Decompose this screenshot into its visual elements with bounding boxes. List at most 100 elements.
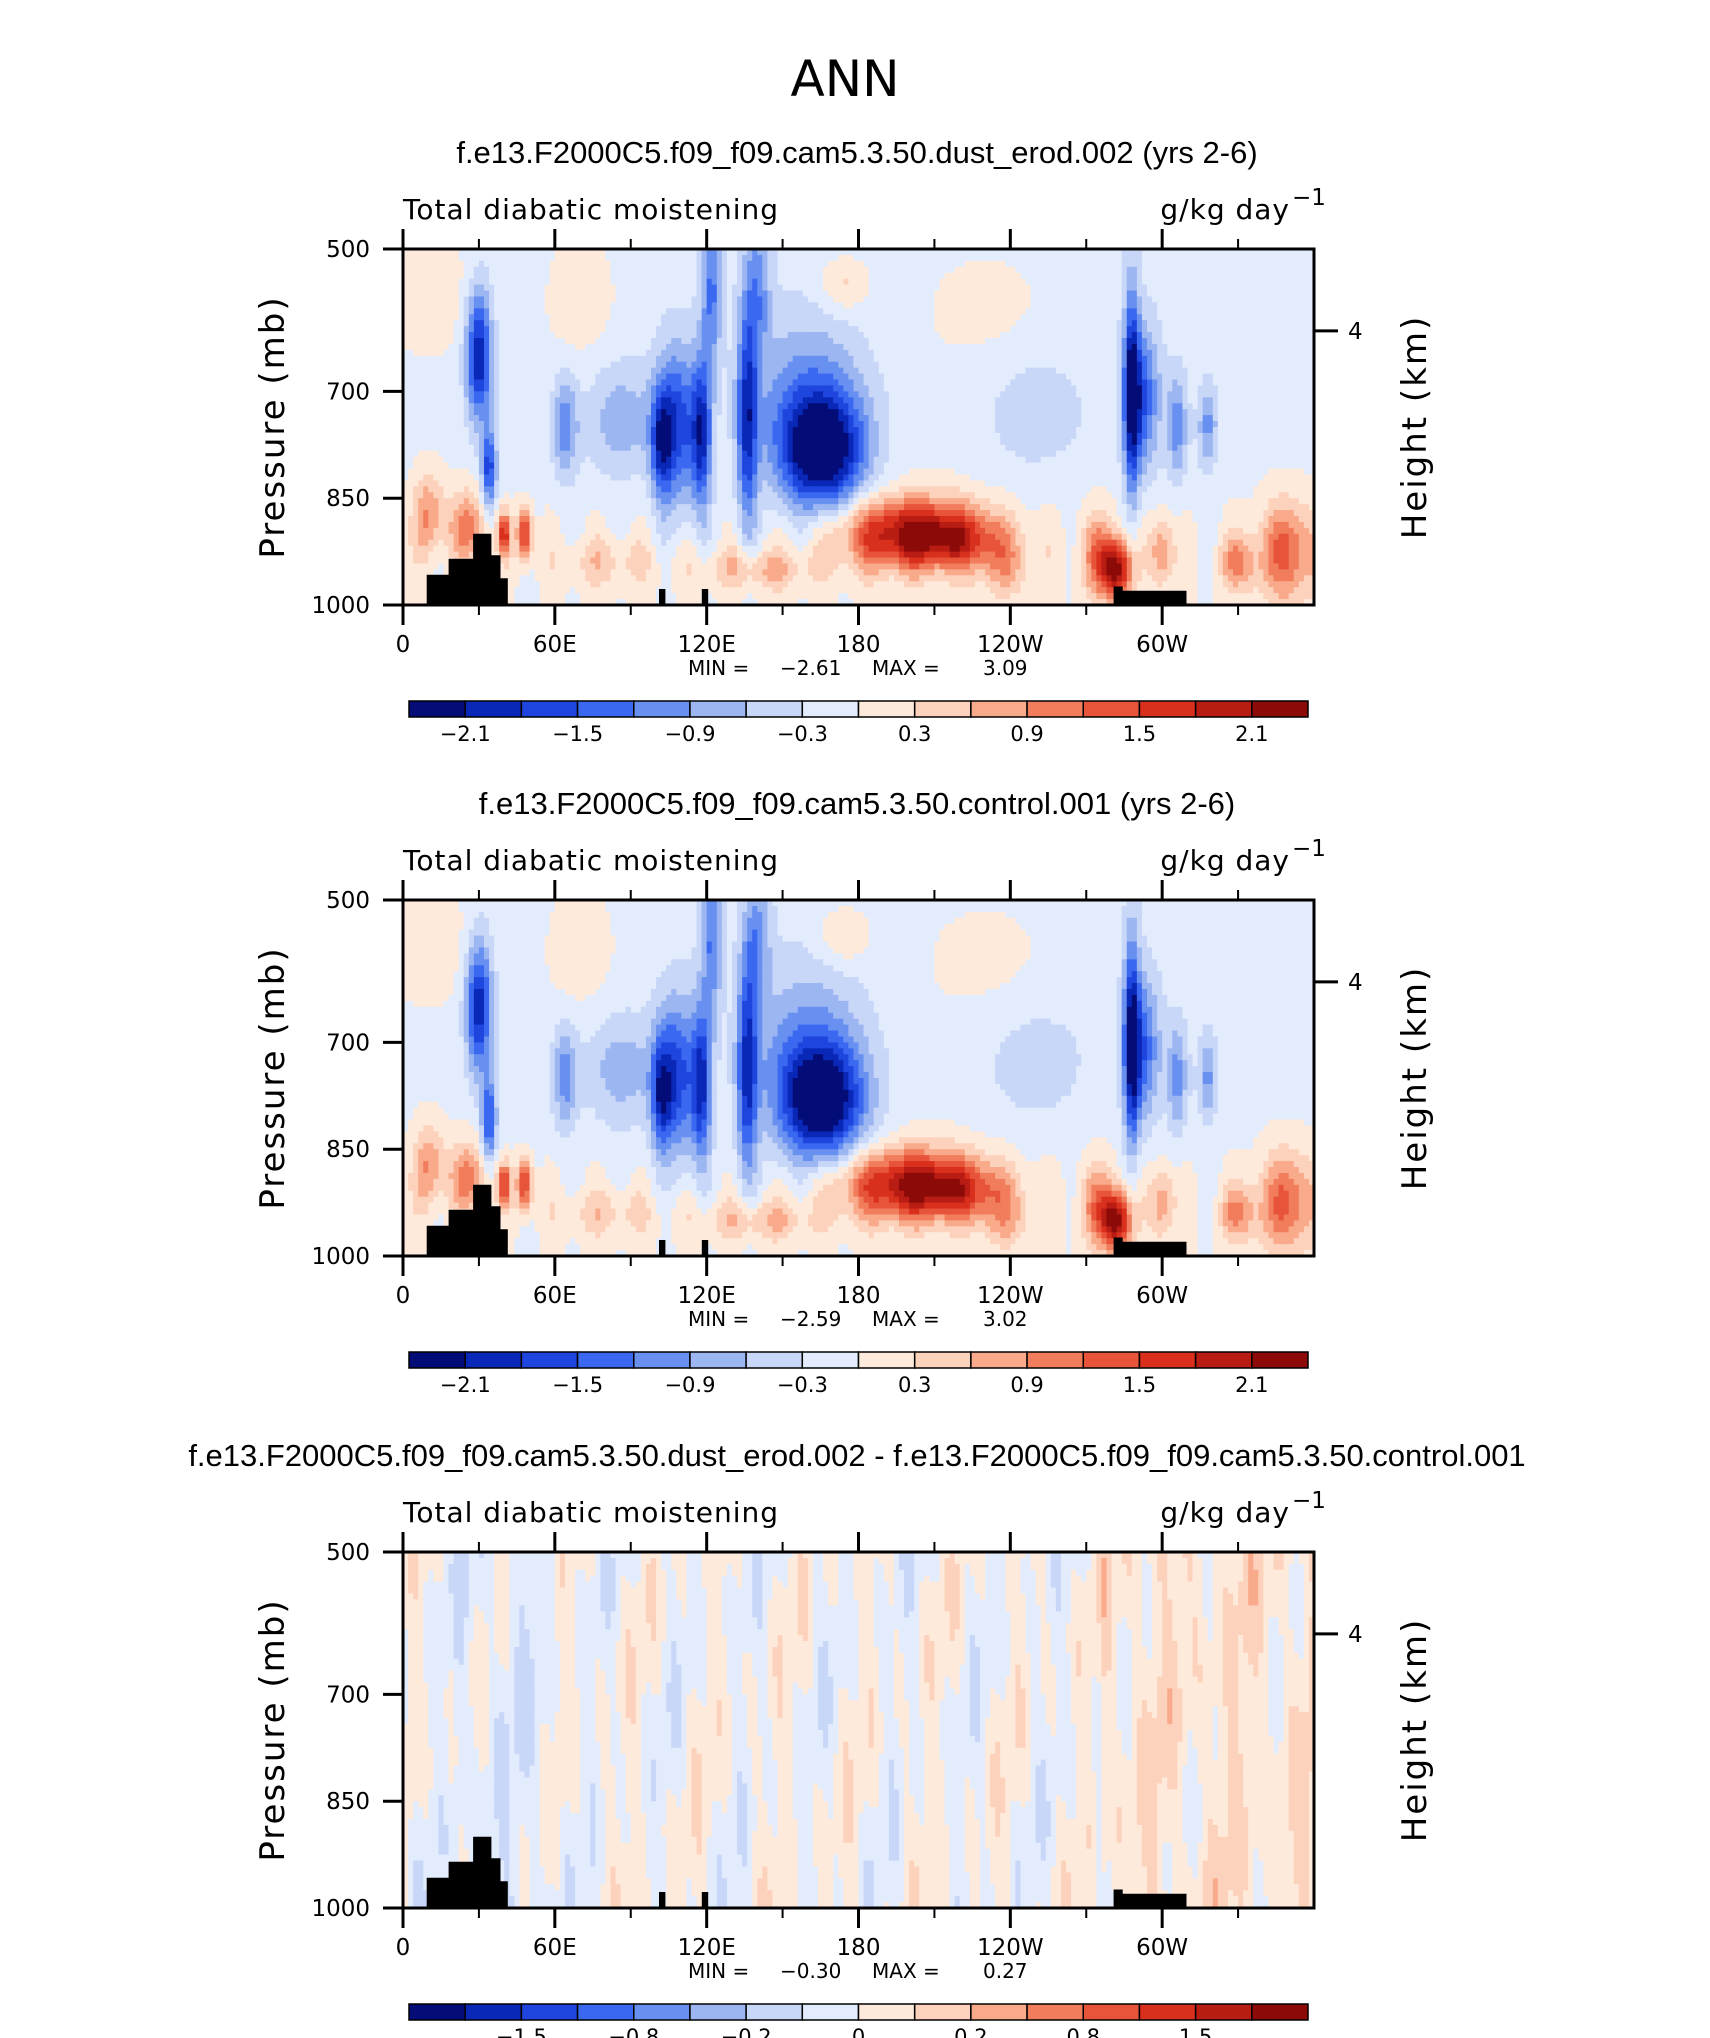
colorbar: −2.1 −1.5 −0.9 −0.3 0.3 0.9 1.5 2.1 — [409, 701, 1308, 746]
colorbar-swatch — [1139, 2004, 1195, 2020]
y-tick-label: 500 — [326, 888, 370, 914]
y-axis-label: Pressure (mb) — [253, 1598, 293, 1861]
x-tick-label: 0 — [396, 1935, 411, 1961]
x-tick-label: 120W — [977, 1283, 1044, 1309]
colorbar-swatch — [915, 1352, 971, 1368]
colorbar-label: 1.5 — [1123, 1373, 1156, 1397]
colorbar-label: 0.3 — [898, 1373, 931, 1397]
colorbar-label: −0.3 — [777, 722, 828, 746]
colorbar-swatch — [465, 2004, 521, 2020]
y2-axis-label: Height (km) — [1395, 966, 1435, 1191]
y2-tick-label: 4 — [1348, 1622, 1363, 1648]
panel-title: f.e13.F2000C5.f09_f09.cam5.3.50.dust_ero… — [456, 135, 1257, 170]
contour-field — [403, 249, 1315, 606]
panel-title: f.e13.F2000C5.f09_f09.cam5.3.50.control.… — [479, 786, 1236, 821]
colorbar-label: −0.3 — [777, 1373, 828, 1397]
colorbar-swatch — [859, 701, 915, 717]
panel-2: f.e13.F2000C5.f09_f09.cam5.3.50.control.… — [253, 786, 1435, 1397]
colorbar-swatch — [578, 2004, 634, 2020]
colorbar-swatch — [915, 701, 971, 717]
contour-field — [403, 1552, 1315, 1909]
panel-1: f.e13.F2000C5.f09_f09.cam5.3.50.dust_ero… — [253, 135, 1435, 746]
colorbar-swatch — [409, 2004, 465, 2020]
min-label: MIN = — [688, 656, 749, 680]
y-axis-label: Pressure (mb) — [253, 946, 293, 1209]
colorbar-swatch — [1027, 701, 1083, 717]
units-label: g/kg day — [1160, 193, 1290, 226]
units-label: g/kg day — [1160, 844, 1290, 877]
units-exponent: −1 — [1292, 836, 1326, 862]
max-value: 3.09 — [983, 656, 1028, 680]
colorbar-label: 2.1 — [1235, 722, 1268, 746]
colorbar-label: −0.8 — [608, 2025, 659, 2038]
y2-tick-label: 4 — [1348, 970, 1363, 996]
y2-tick-label: 4 — [1348, 319, 1363, 345]
colorbar-swatch — [1027, 1352, 1083, 1368]
figure-title: ANN — [790, 50, 899, 108]
x-tick-label: 180 — [837, 1283, 881, 1309]
colorbar-swatch — [690, 2004, 746, 2020]
colorbar-label: 0.9 — [1010, 722, 1043, 746]
colorbar-swatch — [465, 701, 521, 717]
colorbar-swatch — [1027, 2004, 1083, 2020]
colorbar-swatch — [634, 1352, 690, 1368]
colorbar-swatch — [690, 1352, 746, 1368]
colorbar-label: 0.2 — [954, 2025, 987, 2038]
max-value: 0.27 — [983, 1959, 1028, 1983]
min-value: −0.30 — [780, 1959, 841, 1983]
min-value: −2.59 — [780, 1307, 841, 1331]
min-label: MIN = — [688, 1307, 749, 1331]
colorbar-label: −0.9 — [664, 1373, 715, 1397]
colorbar-label: −0.9 — [664, 722, 715, 746]
y-tick-label: 500 — [326, 237, 370, 263]
units-exponent: −1 — [1292, 1488, 1326, 1514]
contour-field — [403, 900, 1315, 1257]
x-tick-label: 0 — [396, 632, 411, 658]
y2-axis-label: Height (km) — [1395, 315, 1435, 540]
colorbar-swatch — [746, 701, 802, 717]
x-tick-label: 180 — [837, 1935, 881, 1961]
colorbar-swatch — [1196, 701, 1252, 717]
x-tick-label: 180 — [837, 632, 881, 658]
max-label: MAX = — [872, 1959, 940, 1983]
colorbar-label: 0.9 — [1010, 1373, 1043, 1397]
colorbar-swatch — [1139, 701, 1195, 717]
colorbar-label: −2.1 — [440, 722, 491, 746]
colorbar-swatch — [690, 701, 746, 717]
colorbar-swatch — [971, 2004, 1027, 2020]
y-tick-label: 850 — [326, 1789, 370, 1815]
colorbar-swatch — [634, 701, 690, 717]
panel-3: f.e13.F2000C5.f09_f09.cam5.3.50.dust_ero… — [188, 1438, 1525, 2038]
colorbar-swatch — [746, 1352, 802, 1368]
x-tick-label: 120W — [977, 1935, 1044, 1961]
colorbar-label: −0.2 — [721, 2025, 772, 2038]
colorbar-swatch — [409, 1352, 465, 1368]
max-label: MAX = — [872, 656, 940, 680]
colorbar-swatch — [859, 1352, 915, 1368]
min-label: MIN = — [688, 1959, 749, 1983]
colorbar-swatch — [915, 2004, 971, 2020]
colorbar-label: 0.3 — [898, 722, 931, 746]
colorbar-label: 0.8 — [1067, 2025, 1100, 2038]
colorbar-swatch — [1083, 701, 1139, 717]
x-tick-label: 120W — [977, 632, 1044, 658]
x-tick-label: 60E — [533, 1935, 577, 1961]
units-exponent: −1 — [1292, 185, 1326, 211]
variable-label: Total diabatic moistening — [402, 193, 779, 226]
colorbar-swatch — [465, 1352, 521, 1368]
colorbar: −1.5 −0.8 −0.2 0 0.2 0.8 1.5 — [409, 2004, 1308, 2038]
colorbar-swatch — [802, 701, 858, 717]
colorbar-swatch — [802, 1352, 858, 1368]
colorbar-swatch — [859, 2004, 915, 2020]
y-tick-label: 1000 — [311, 1896, 370, 1922]
x-tick-label: 0 — [396, 1283, 411, 1309]
colorbar-swatch — [971, 701, 1027, 717]
y-axis-label: Pressure (mb) — [253, 295, 293, 558]
colorbar-swatch — [1083, 1352, 1139, 1368]
x-tick-label: 60W — [1136, 1935, 1188, 1961]
min-value: −2.61 — [780, 656, 841, 680]
colorbar-swatch — [746, 2004, 802, 2020]
panel-title: f.e13.F2000C5.f09_f09.cam5.3.50.dust_ero… — [188, 1438, 1525, 1473]
y-tick-label: 700 — [326, 1030, 370, 1056]
